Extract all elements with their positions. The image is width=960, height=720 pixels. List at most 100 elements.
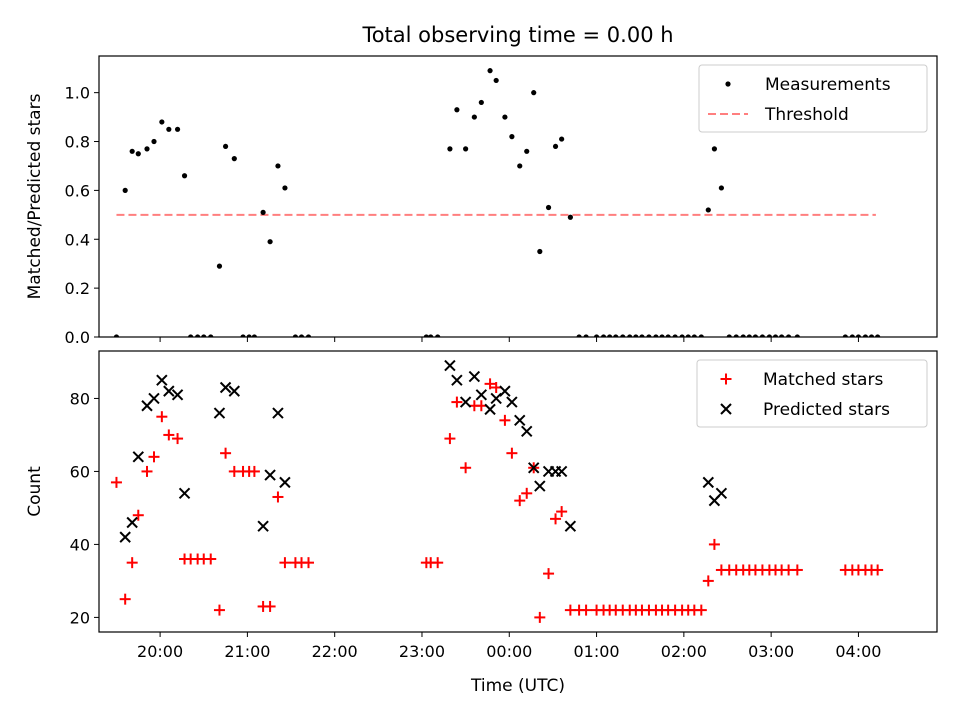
data-point xyxy=(514,495,526,507)
panel-1: 0.0 0.2 0.4 0.6 0.8 1.0 Matched/Predicted star… xyxy=(25,55,938,347)
data-point xyxy=(600,334,607,337)
data-point xyxy=(166,126,172,132)
data-point xyxy=(463,146,469,152)
data-point xyxy=(726,334,732,337)
data-point xyxy=(740,334,746,337)
data-point xyxy=(459,396,472,408)
data-point xyxy=(468,370,481,383)
data-point xyxy=(279,557,291,569)
data-point xyxy=(163,429,175,441)
x-tick-label: 01:00 xyxy=(574,642,620,661)
data-point xyxy=(708,538,720,550)
data-point xyxy=(156,411,168,423)
y-tick-label: 0.0 xyxy=(65,328,90,347)
legend: Matched stars Predicted stars xyxy=(696,359,928,428)
data-point xyxy=(122,187,128,193)
data-point xyxy=(260,209,266,215)
data-point xyxy=(159,119,165,125)
data-point xyxy=(490,392,502,405)
data-point xyxy=(423,334,429,337)
data-point xyxy=(220,447,232,459)
data-point xyxy=(679,334,685,337)
data-point xyxy=(672,334,678,337)
y-axis-label: Matched/Predicted stars xyxy=(25,93,45,299)
legend-label: Threshold xyxy=(764,105,849,125)
data-point xyxy=(240,334,246,337)
data-point xyxy=(171,389,184,401)
data-point xyxy=(534,611,546,623)
data-point xyxy=(695,604,707,616)
data-point xyxy=(444,433,456,445)
data-point xyxy=(251,334,257,337)
data-point xyxy=(246,334,252,337)
data-point xyxy=(620,334,626,337)
data-point xyxy=(148,451,160,463)
data-point xyxy=(135,151,141,157)
data-point xyxy=(772,334,779,337)
data-point xyxy=(524,148,530,154)
data-point xyxy=(499,414,511,426)
x-tick-label: 00:00 xyxy=(486,642,532,661)
data-point xyxy=(521,487,533,499)
y-tick-label: 1.0 xyxy=(65,84,90,103)
data-point xyxy=(428,334,434,337)
data-point xyxy=(298,334,305,337)
series-cross xyxy=(119,359,728,543)
data-point xyxy=(257,520,269,532)
data-point xyxy=(552,143,559,150)
panel-2: 20 40 60 80 20:00 21:00 22:00 23:00 00:00 01:00 02… xyxy=(25,350,938,696)
plot-area xyxy=(113,68,881,337)
data-point xyxy=(506,396,518,408)
legend-marker xyxy=(720,373,732,385)
y-tick-label: 0.4 xyxy=(65,230,90,249)
data-point xyxy=(231,156,237,162)
data-point xyxy=(528,462,540,474)
data-point xyxy=(794,334,800,337)
data-point xyxy=(484,378,496,390)
data-point xyxy=(711,146,718,152)
data-point xyxy=(564,520,577,532)
data-point xyxy=(447,146,453,152)
data-point xyxy=(148,392,160,405)
data-point xyxy=(537,248,543,255)
data-point xyxy=(766,334,772,337)
data-point xyxy=(264,469,276,481)
data-point xyxy=(451,374,463,386)
data-point xyxy=(583,334,589,337)
data-point xyxy=(228,385,241,397)
y-tick-label: 40 xyxy=(70,535,90,554)
data-point xyxy=(752,334,759,337)
x-tick-label: 21:00 xyxy=(224,642,270,661)
series-dot xyxy=(113,68,881,337)
data-point xyxy=(733,334,739,337)
legend-marker xyxy=(725,81,731,87)
x-tick-label: 04:00 xyxy=(835,642,881,661)
data-point xyxy=(222,143,229,150)
data-point xyxy=(493,77,499,84)
data-point xyxy=(543,568,555,580)
data-point xyxy=(514,414,526,427)
data-point xyxy=(113,334,120,337)
data-point xyxy=(779,334,785,337)
axes-frame xyxy=(98,55,938,338)
data-point xyxy=(842,334,848,337)
series-plus xyxy=(110,378,884,623)
data-point xyxy=(576,334,582,337)
data-point xyxy=(282,185,288,191)
data-point xyxy=(545,204,552,211)
data-point xyxy=(129,148,135,154)
data-point xyxy=(855,334,862,337)
x-tick-label: 22:00 xyxy=(312,642,358,661)
data-point xyxy=(172,433,184,445)
data-point xyxy=(272,407,284,419)
data-point xyxy=(195,334,201,337)
data-point xyxy=(110,476,122,488)
data-point xyxy=(613,334,619,337)
data-point xyxy=(435,334,441,337)
legend-marker xyxy=(720,403,732,415)
data-point xyxy=(653,334,659,337)
axes-frame xyxy=(98,350,938,633)
data-point xyxy=(487,68,493,74)
data-point xyxy=(264,600,276,612)
data-point xyxy=(559,136,565,142)
